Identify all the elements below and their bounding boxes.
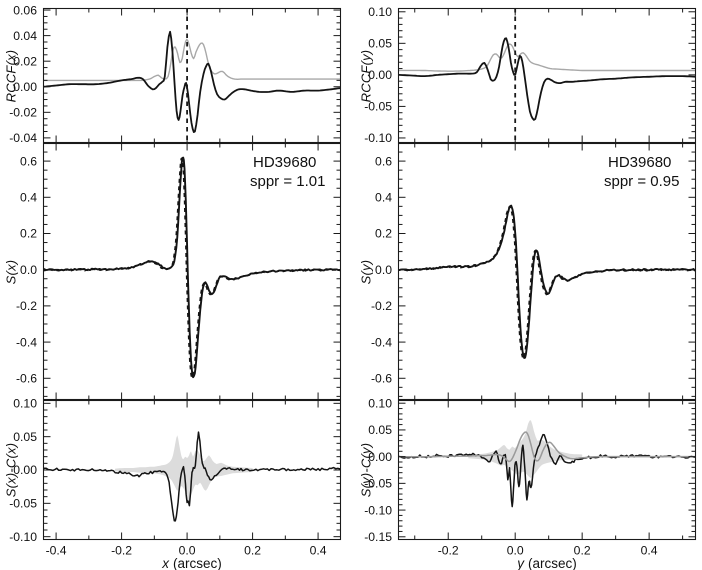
y-tick-label: -0.10 <box>364 503 392 517</box>
y-tick-label: 0.4 <box>20 190 37 204</box>
panel-resid-y: 0.10 0.05 0.00 -0.05 -0.10 -0.15 -0.2 0.0 0.2 0.4 <box>364 396 697 558</box>
series-resid-y-data <box>398 433 696 508</box>
y-tick-label: 0.05 <box>368 423 392 437</box>
x-axis-title-left: x (arcsec) <box>43 556 341 570</box>
panel-frame <box>397 399 697 541</box>
x-axis-title-right: y (arcsec) <box>398 556 696 570</box>
series-resid-x-data <box>43 431 341 522</box>
axis-ticks <box>399 142 695 399</box>
x-axis-variable-left: x <box>162 556 169 570</box>
y-tick-label: 0.05 <box>368 37 392 51</box>
x-tick-label: -0.2 <box>438 544 459 558</box>
y-tick-label: -0.4 <box>16 335 37 349</box>
y-tick-label: 0.2 <box>375 227 392 241</box>
series-rccf-x-data <box>43 30 341 133</box>
series-resid-y-uncertainty-band <box>468 420 583 478</box>
y-tick-label: -0.15 <box>364 530 392 544</box>
y-tick-label: -0.2 <box>16 299 37 313</box>
series-resid-y-model <box>398 431 696 463</box>
y-axis-title-s-x: S(x) <box>3 259 19 285</box>
y-axis-title-rccf-y: RCCF(y) <box>358 49 374 103</box>
y-tick-label: -0.05 <box>9 497 37 511</box>
x-tick-label: -0.2 <box>111 544 132 558</box>
x-axis-variable-right: y <box>517 556 524 570</box>
annotation-sppr-x: sppr = 1.01 <box>250 173 326 190</box>
panel-rccf-y: 0.10 0.05 0.00 -0.05 -0.10 <box>364 5 697 145</box>
y-tick-label: 0.10 <box>368 396 392 410</box>
y-tick-label: -0.4 <box>371 335 392 349</box>
y-tick-label: 0.6 <box>375 154 392 168</box>
y-tick-label: 0.10 <box>13 397 37 411</box>
y-axis-title-resid-x: S(x)-C(x) <box>3 442 19 498</box>
axis-ticks <box>44 142 340 399</box>
x-axis-unit-left: (arcsec) <box>172 556 222 570</box>
axis-ticks <box>44 401 340 539</box>
y-tick-label: -0.05 <box>364 100 392 114</box>
y-tick-label: -0.05 <box>364 477 392 491</box>
x-tick-label: 0.4 <box>641 544 658 558</box>
y-tick-label: 0.00 <box>13 463 37 477</box>
axis-ticks <box>399 9 695 142</box>
x-tick-label: 0.2 <box>574 544 591 558</box>
panel-frame <box>42 399 342 541</box>
y-tick-label: -0.2 <box>371 299 392 313</box>
series-rccf-y-reference <box>398 43 696 72</box>
series-s-x-profile <box>43 156 341 379</box>
axis-ticks <box>399 401 695 539</box>
y-tick-label: -0.6 <box>16 371 37 385</box>
y-axis-title-rccf-x: RCCF(x) <box>3 49 19 103</box>
y-tick-label: -0.10 <box>364 131 392 145</box>
y-tick-label: 0.06 <box>13 3 37 17</box>
y-tick-label: 0.02 <box>13 54 37 68</box>
annotation-sppr-y: sppr = 0.95 <box>604 173 680 190</box>
y-axis-title-s-y: S(y) <box>358 259 374 285</box>
y-tick-label: 0.2 <box>20 227 37 241</box>
y-tick-label: -0.10 <box>9 530 37 544</box>
y-tick-label: 0.00 <box>368 450 392 464</box>
x-axis-unit-right: (arcsec) <box>527 556 577 570</box>
y-tick-label: 0.0 <box>375 263 392 277</box>
series-s-y-profile-fit-dashed <box>398 204 696 360</box>
x-tick-label: 0.0 <box>507 544 524 558</box>
panel-frame <box>42 7 342 144</box>
annotation-target-name-x: HD39680 <box>253 154 317 171</box>
y-tick-label: 0.6 <box>20 154 37 168</box>
panel-frame <box>42 142 342 401</box>
axis-ticks <box>44 9 340 142</box>
y-tick-label: 0.10 <box>368 5 392 19</box>
panel-frame <box>397 7 697 144</box>
y-tick-label: 0.04 <box>13 29 37 43</box>
x-tick-label: 0.2 <box>244 544 261 558</box>
y-tick-label: -0.02 <box>9 106 37 120</box>
y-axis-title-resid-y: S(y)-C(y) <box>358 442 374 498</box>
panel-resid-x: 0.10 0.05 0.00 -0.05 -0.10 -0.4 -0.2 0.0 0.2 0.4 <box>9 397 342 558</box>
y-tick-label: 0.4 <box>375 190 392 204</box>
y-tick-label: 0.0 <box>20 263 37 277</box>
panel-s-y: 0.6 0.4 0.2 0.0 -0.2 -0.4 -0.6 <box>371 142 697 401</box>
panel-s-x: 0.6 0.4 0.2 0.0 -0.2 -0.4 -0.6 <box>16 142 342 401</box>
series-s-y-profile <box>398 204 696 359</box>
x-tick-label: 0.4 <box>310 544 327 558</box>
panel-rccf-x: 0.06 0.04 0.02 0.00 -0.02 -0.04 <box>9 3 342 145</box>
series-s-x-profile-fit-dashed <box>43 157 340 380</box>
y-tick-label: 0.00 <box>368 68 392 82</box>
x-tick-label: -0.4 <box>46 544 67 558</box>
panel-frame <box>397 142 697 401</box>
annotation-target-name-y: HD39680 <box>608 154 672 171</box>
y-tick-label: -0.04 <box>9 131 37 145</box>
y-tick-label: 0.05 <box>13 430 37 444</box>
series-rccf-x-reference <box>43 38 341 82</box>
x-tick-label: 0.0 <box>179 544 196 558</box>
y-tick-label: -0.6 <box>371 371 392 385</box>
series-rccf-y-data <box>398 37 696 121</box>
y-tick-label: 0.00 <box>13 80 37 94</box>
